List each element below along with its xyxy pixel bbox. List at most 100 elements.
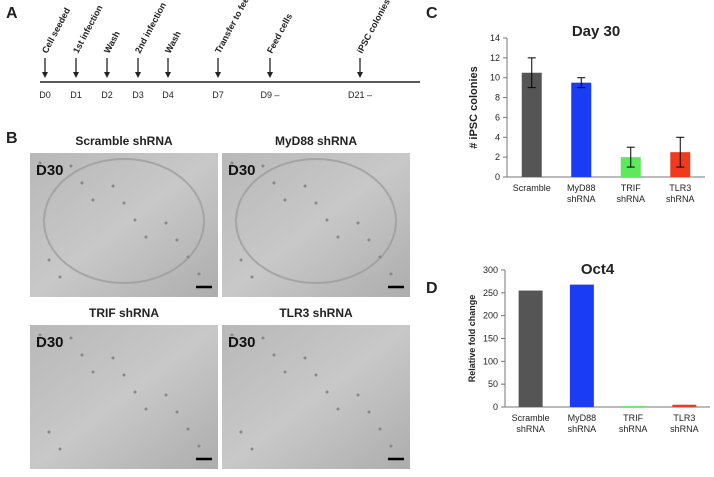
cell	[314, 373, 318, 377]
panel-label: B	[6, 130, 18, 147]
colony	[43, 158, 205, 284]
panel-label: A	[6, 5, 18, 22]
cell	[164, 221, 168, 225]
arrow-head	[104, 72, 110, 78]
x-tick-line: shRNA	[516, 424, 545, 434]
y-tick-label: 200	[483, 311, 498, 321]
day-label: D0	[39, 90, 51, 100]
cell	[122, 201, 126, 205]
colony	[235, 158, 397, 284]
cell	[283, 198, 287, 202]
cell	[197, 444, 201, 448]
error-bar	[676, 136, 685, 168]
cell	[111, 356, 115, 360]
bar	[621, 406, 646, 407]
cell	[69, 336, 73, 340]
cell	[378, 427, 382, 431]
image-title: TRIF shRNA	[89, 306, 159, 320]
cell	[47, 430, 51, 434]
bar	[571, 82, 592, 177]
event-label: Feed cells	[265, 12, 294, 55]
cell	[144, 407, 148, 411]
cell	[250, 447, 254, 451]
y-tick-label: 0	[493, 402, 498, 412]
image-title: Scramble shRNA	[75, 134, 173, 148]
cell	[283, 370, 287, 374]
chart-title: Day 30	[572, 23, 620, 40]
image-label: D30	[228, 162, 256, 179]
arrow-head	[73, 72, 79, 78]
cell	[336, 407, 340, 411]
cell	[261, 336, 265, 340]
x-tick-label: Scramble	[513, 183, 551, 193]
arrow-head	[42, 72, 48, 78]
panel-label: D	[426, 280, 438, 297]
error-bar	[527, 57, 536, 89]
cell	[47, 258, 51, 262]
cell	[133, 218, 137, 222]
cell	[303, 356, 307, 360]
y-tick-label: 4	[495, 132, 500, 142]
x-tick-line: TLR3	[669, 183, 691, 193]
cell	[164, 393, 168, 397]
cell	[261, 164, 265, 168]
y-tick-label: 10	[490, 73, 500, 83]
x-tick-line: shRNA	[666, 194, 695, 204]
arrow-head	[357, 72, 363, 78]
cell	[230, 333, 234, 337]
x-tick-label: TRIF shRNA	[616, 183, 645, 204]
x-tick-line: Scramble	[513, 183, 551, 193]
day-label: D7	[212, 90, 224, 100]
cell	[272, 181, 276, 185]
cell	[356, 393, 360, 397]
x-tick-line: Scramble	[512, 413, 550, 423]
cell	[186, 255, 190, 259]
cell	[314, 201, 318, 205]
cell	[38, 161, 42, 165]
x-tick-line: MyD88	[568, 413, 597, 423]
arrow-head	[267, 72, 273, 78]
cell	[230, 161, 234, 165]
cell	[389, 272, 393, 276]
cell	[80, 353, 84, 357]
y-tick-label: 0	[495, 172, 500, 182]
image-title: TLR3 shRNA	[279, 306, 353, 320]
y-tick-label: 8	[495, 93, 500, 103]
y-axis-label: # iPSC colonies	[468, 66, 480, 149]
cell	[336, 235, 340, 239]
cell	[325, 390, 329, 394]
cell	[367, 238, 371, 242]
arrow-head	[135, 72, 141, 78]
cell	[197, 272, 201, 276]
day-label: D4	[162, 90, 174, 100]
cell	[378, 255, 382, 259]
image-title: MyD88 shRNA	[275, 134, 357, 148]
cell	[186, 427, 190, 431]
cell	[91, 370, 95, 374]
bar	[521, 72, 542, 177]
y-tick-label: 6	[495, 112, 500, 122]
x-tick-line: shRNA	[616, 194, 645, 204]
x-tick-label: TLR3 shRNA	[666, 183, 695, 204]
x-tick-line: shRNA	[567, 194, 596, 204]
x-tick-line: TRIF	[623, 413, 643, 423]
bar	[518, 290, 543, 407]
cell	[80, 181, 84, 185]
image-label: D30	[36, 334, 64, 351]
event-label: Cell seeded	[40, 6, 72, 55]
arrow-head	[215, 72, 221, 78]
day-label: D3	[132, 90, 144, 100]
cell	[325, 218, 329, 222]
y-tick-label: 12	[490, 53, 500, 63]
micrograph	[222, 153, 410, 297]
x-tick-label: MyD88 shRNA	[568, 413, 597, 434]
x-tick-line: shRNA	[619, 424, 648, 434]
cell	[38, 333, 42, 337]
image-label: D30	[36, 162, 64, 179]
cell	[250, 275, 254, 279]
y-axis-label: Relative fold change	[467, 295, 477, 383]
day-label: D1	[70, 90, 82, 100]
chart-title: Oct4	[581, 261, 615, 278]
event-label: iPSC colonies	[355, 0, 392, 55]
y-tick-label: 14	[490, 33, 500, 43]
